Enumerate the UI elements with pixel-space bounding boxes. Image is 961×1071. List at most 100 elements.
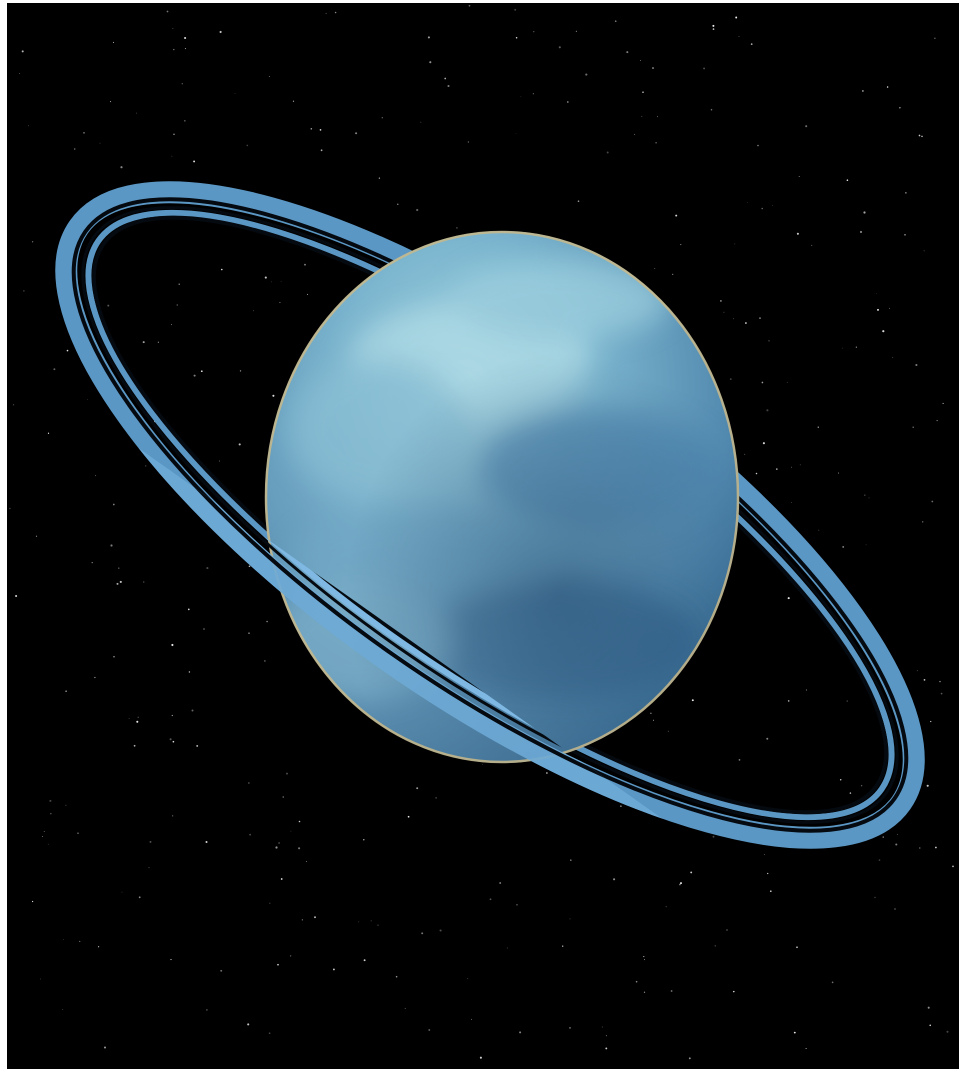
star (280, 281, 282, 283)
star (817, 426, 819, 428)
star (652, 67, 654, 69)
star (133, 744, 136, 747)
star (246, 144, 249, 147)
star (703, 67, 706, 70)
star (325, 12, 327, 14)
star (234, 93, 236, 94)
star (918, 134, 921, 137)
star (166, 10, 169, 13)
star (759, 317, 761, 319)
star (65, 690, 67, 693)
star (355, 132, 358, 135)
star (874, 896, 876, 899)
star (791, 466, 793, 468)
star (9, 507, 11, 510)
star (755, 472, 758, 475)
star (118, 567, 120, 569)
star (878, 859, 881, 861)
star (710, 108, 713, 111)
star (42, 836, 43, 838)
star (47, 843, 49, 845)
star (253, 310, 254, 312)
star (888, 307, 891, 309)
star (444, 77, 447, 80)
star (892, 357, 894, 358)
star (187, 608, 190, 611)
star (775, 468, 778, 470)
star (653, 719, 654, 721)
star (172, 28, 174, 30)
star (796, 946, 798, 949)
star (305, 861, 307, 862)
star (178, 283, 180, 285)
star (416, 787, 419, 790)
star (712, 24, 715, 27)
star (50, 813, 52, 815)
star (846, 179, 849, 181)
star (145, 465, 147, 467)
star (922, 521, 924, 523)
star (471, 1018, 473, 1020)
star (120, 166, 123, 169)
star (404, 1007, 406, 1010)
star (680, 244, 682, 246)
star (196, 744, 199, 747)
star (268, 1032, 271, 1035)
star (171, 643, 174, 647)
star (138, 896, 141, 899)
star (897, 834, 898, 836)
star (723, 311, 725, 313)
star (171, 324, 172, 326)
star (862, 90, 864, 92)
star (859, 230, 863, 234)
star (605, 1047, 608, 1050)
star (744, 322, 747, 324)
star (876, 308, 880, 311)
star (675, 214, 678, 217)
star (110, 544, 113, 547)
star (735, 16, 738, 19)
star (269, 902, 271, 904)
star (772, 204, 773, 206)
star (768, 340, 770, 342)
star (264, 660, 266, 662)
star (220, 969, 223, 972)
planet-body (264, 230, 740, 764)
star (734, 243, 736, 245)
star (121, 891, 123, 893)
star (188, 671, 191, 673)
star (53, 368, 56, 371)
star (786, 381, 788, 383)
star (221, 268, 223, 271)
star (289, 955, 292, 957)
star (191, 709, 194, 712)
star (304, 263, 306, 266)
star (842, 347, 843, 349)
star (19, 73, 20, 74)
star (842, 545, 845, 548)
star (769, 890, 772, 893)
star (205, 841, 208, 843)
star (670, 990, 673, 992)
star (665, 906, 667, 908)
star (750, 43, 753, 45)
star (895, 843, 898, 846)
star (421, 932, 424, 935)
star (839, 779, 842, 781)
star (904, 233, 906, 236)
star (173, 48, 175, 51)
star (275, 846, 278, 849)
star (290, 830, 292, 832)
star (672, 273, 674, 276)
star (278, 842, 280, 844)
star (712, 835, 715, 838)
star (642, 91, 644, 94)
star (935, 846, 937, 849)
star (566, 101, 569, 103)
star (74, 148, 76, 150)
star (738, 36, 740, 37)
star (23, 290, 25, 292)
star (298, 847, 301, 850)
star (193, 160, 196, 163)
